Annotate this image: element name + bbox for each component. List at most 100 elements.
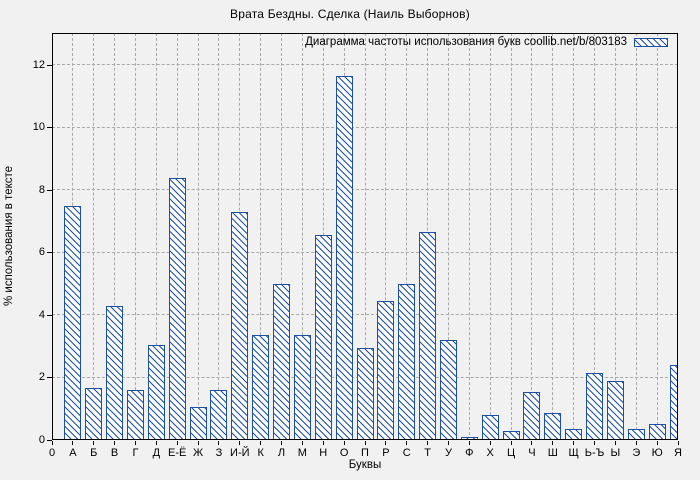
x-axis-tick <box>594 441 596 445</box>
x-tick-label: Л <box>277 447 286 459</box>
bar-Т <box>419 232 437 440</box>
v-gridline <box>155 33 157 440</box>
x-axis-tick <box>468 441 470 445</box>
x-tick-label: Ь-Ъ <box>584 447 605 459</box>
x-tick-label: Е-Ё <box>168 447 187 459</box>
x-tick-label: З <box>215 447 223 459</box>
y-tick-label: 2 <box>38 371 45 383</box>
x-axis-tick <box>322 441 324 445</box>
v-gridline <box>281 33 283 440</box>
bar-У <box>439 340 457 440</box>
x-axis-tick <box>635 441 637 445</box>
x-axis-tick <box>364 441 366 445</box>
v-gridline <box>406 33 408 440</box>
bar-Ф <box>460 436 478 440</box>
x-tick-label: Ч <box>528 447 536 459</box>
x-tick-label: А <box>69 447 77 459</box>
v-gridline <box>614 33 616 440</box>
x-tick-label: Ж <box>192 447 204 459</box>
y-axis-tick <box>47 64 52 66</box>
x-axis-tick <box>51 441 53 445</box>
x-tick-label: Ц <box>506 447 516 459</box>
x-axis-tick <box>176 441 178 445</box>
v-gridline <box>385 33 387 440</box>
x-tick-label: Б <box>90 447 98 459</box>
x-axis-tick <box>301 441 303 445</box>
y-tick-label: 0 <box>38 433 45 446</box>
x-tick-label: Э <box>632 447 641 459</box>
bar-Ь-Ъ <box>586 372 604 440</box>
v-gridline <box>260 33 262 440</box>
bar-Г <box>126 390 144 440</box>
v-gridline <box>573 33 575 440</box>
x-tick-label: Ы <box>610 447 621 459</box>
bar-М <box>293 335 311 440</box>
v-gridline <box>531 33 533 440</box>
v-gridline <box>114 33 116 440</box>
x-tick-label: Ю <box>651 447 663 459</box>
bar-Ч <box>523 391 541 440</box>
x-axis-tick <box>197 441 199 445</box>
x-tick-label: О <box>339 447 349 459</box>
y-axis-title: % использования в тексте <box>3 165 15 307</box>
bar-Ы <box>606 380 624 440</box>
x-axis-tick <box>573 441 575 445</box>
v-gridline <box>301 33 303 440</box>
bar-З <box>210 390 228 440</box>
v-gridline <box>197 33 199 440</box>
y-tick-label: 10 <box>32 121 45 133</box>
bar-И-Й <box>231 211 249 440</box>
x-axis-tick <box>677 441 679 445</box>
bar-П <box>356 347 374 440</box>
v-gridline <box>489 33 491 440</box>
x-axis-tick <box>385 441 387 445</box>
v-gridline <box>364 33 366 440</box>
y-axis-tick <box>47 314 52 316</box>
x-axis-tick <box>656 441 658 445</box>
legend-swatch-hatched-bar-icon <box>634 37 668 47</box>
y-axis-tick <box>47 377 52 378</box>
x-tick-label: П <box>361 447 369 459</box>
bar-Н <box>314 235 332 440</box>
y-axis-tick <box>47 127 52 128</box>
bar-Щ <box>565 429 583 440</box>
x-tick-label: К <box>257 447 264 459</box>
x-tick-label: Т <box>424 447 431 459</box>
x-tick-label: В <box>110 447 119 459</box>
plot-area: Диаграмма частоты использования букв coo… <box>52 33 678 440</box>
x-axis-tick <box>218 441 220 445</box>
v-gridline <box>134 33 136 440</box>
v-gridline <box>218 33 220 440</box>
x-tick-label: У <box>444 447 452 459</box>
x-axis-tick <box>155 441 157 445</box>
x-tick-label: С <box>402 447 411 459</box>
x-axis-tick <box>406 441 408 445</box>
v-gridline <box>552 33 554 440</box>
bar-Ю <box>648 424 666 440</box>
bar-Е-Ё <box>168 177 186 440</box>
bar-Л <box>273 283 291 440</box>
x-axis-tick <box>427 441 429 445</box>
x-axis-tick <box>552 441 554 445</box>
bar-Б <box>85 388 103 440</box>
x-tick-label: Н <box>319 447 328 459</box>
x-axis-tick <box>134 441 136 445</box>
bar-Р <box>377 300 395 440</box>
y-tick-label: 4 <box>38 308 45 321</box>
bar-Я <box>669 365 678 440</box>
x-axis-tick <box>72 441 74 445</box>
x-tick-label: Я <box>674 447 682 459</box>
legend-label: Диаграмма частоты использования букв coo… <box>305 36 627 48</box>
bar-Д <box>147 344 165 440</box>
y-tick-label: 12 <box>32 58 45 71</box>
y-tick-label: 6 <box>38 246 45 258</box>
y-axis-tick <box>47 189 52 191</box>
x-tick-label: Ф <box>465 447 474 459</box>
x-tick-label: Д <box>152 447 161 459</box>
x-axis-title: Буквы <box>348 459 382 471</box>
v-gridline <box>656 33 658 440</box>
x-tick-label: Р <box>382 447 390 459</box>
x-axis-tick <box>93 441 95 445</box>
x-tick-label: 0 <box>48 447 56 459</box>
